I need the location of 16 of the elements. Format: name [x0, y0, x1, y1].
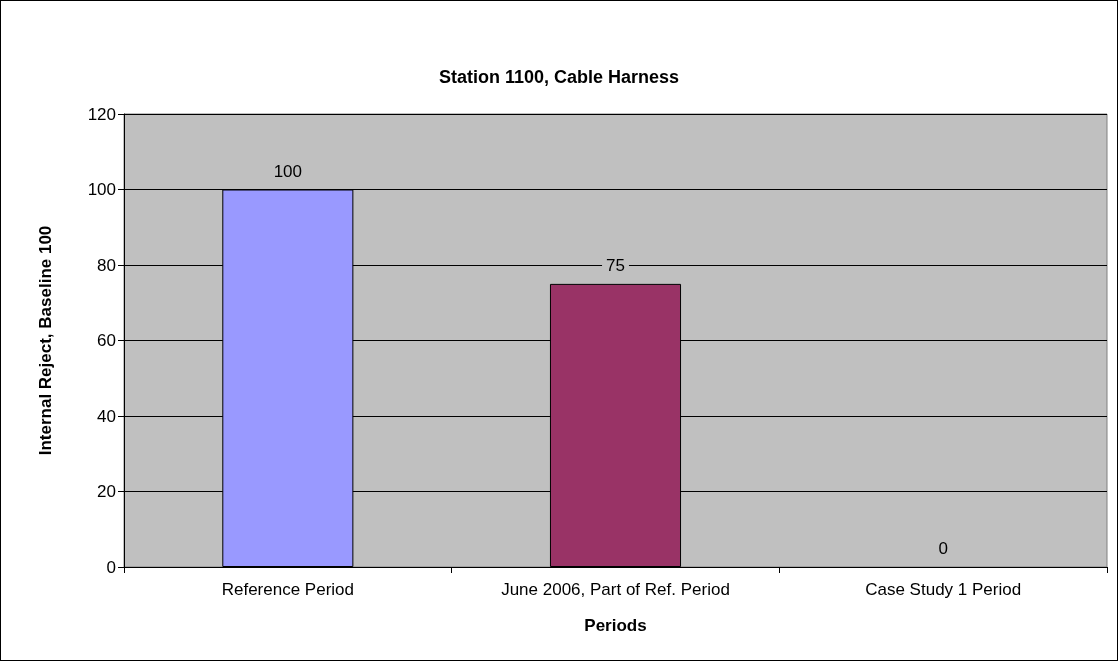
- x-tick-label: Case Study 1 Period: [865, 580, 1022, 599]
- chart-title: Station 1100, Cable Harness: [438, 67, 680, 87]
- x-tick-label: Reference Period: [221, 580, 354, 599]
- y-tick-label: 20: [97, 482, 116, 501]
- y-tick-label: 60: [97, 331, 116, 350]
- x-axis-title: Periods: [584, 616, 647, 635]
- y-tick-label: 80: [97, 255, 116, 275]
- y-tick-label: 100: [87, 180, 116, 199]
- data-label: 0: [938, 539, 948, 558]
- y-tick-label: 0: [106, 557, 116, 577]
- x-tick-label: June 2006, Part of Ref. Period: [501, 580, 730, 599]
- y-tick-label: 40: [97, 406, 116, 426]
- data-label: 75: [606, 255, 625, 275]
- data-label: 100: [273, 161, 303, 181]
- y-tick-label: 120: [87, 104, 116, 124]
- y-axis-title: Internal Reject, Baseline 100: [36, 225, 55, 456]
